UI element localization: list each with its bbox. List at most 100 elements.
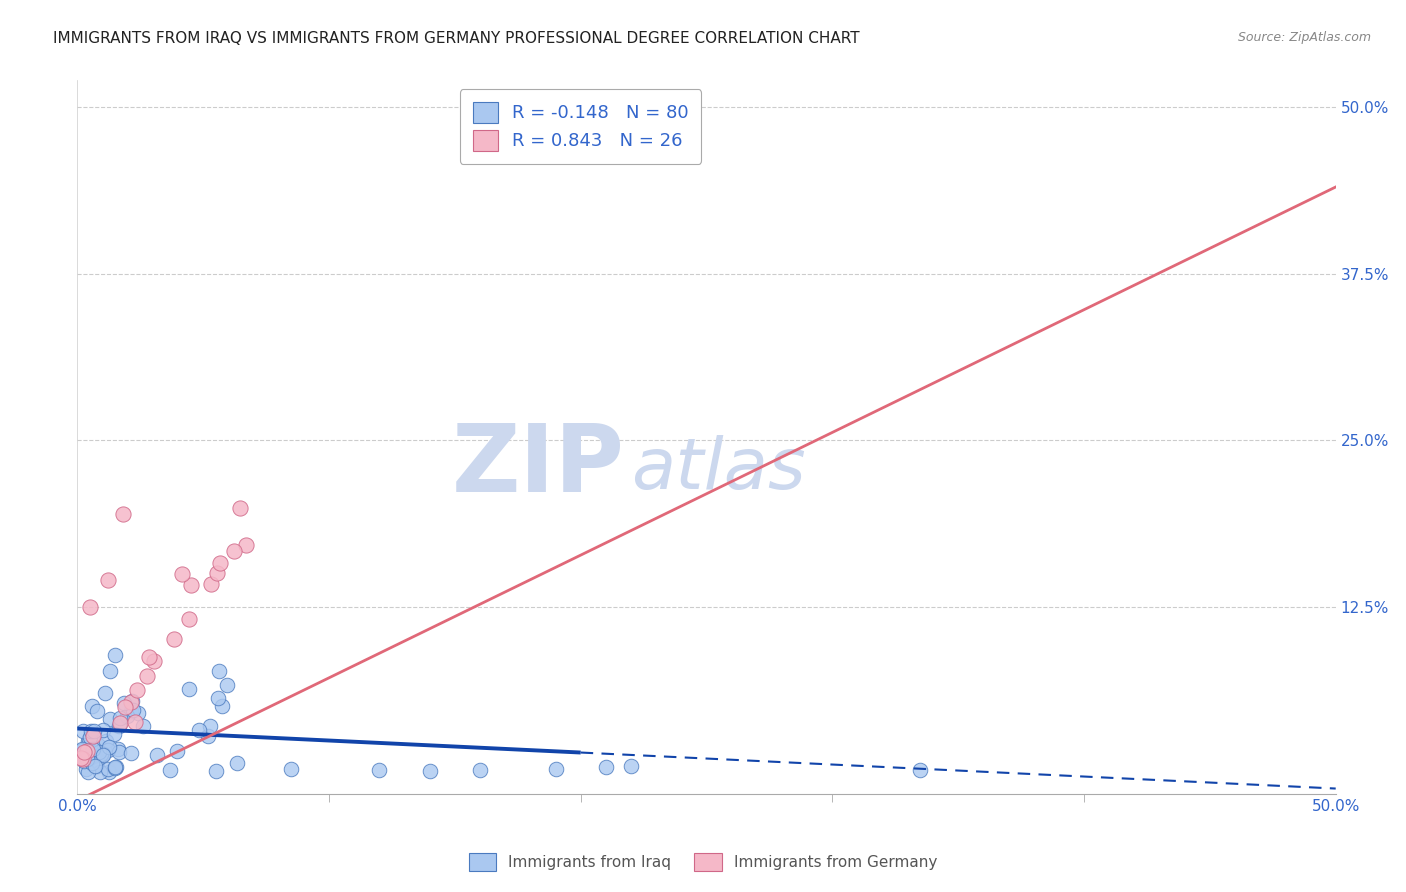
Point bbox=[84, 758, 107, 772]
Point bbox=[107, 742, 129, 756]
Point bbox=[91, 723, 114, 737]
Point bbox=[104, 761, 127, 775]
Point bbox=[209, 556, 232, 570]
Text: IMMIGRANTS FROM IRAQ VS IMMIGRANTS FROM GERMANY PROFESSIONAL DEGREE CORRELATION : IMMIGRANTS FROM IRAQ VS IMMIGRANTS FROM … bbox=[53, 31, 860, 46]
Point bbox=[200, 577, 222, 591]
Point bbox=[80, 724, 103, 739]
Point bbox=[180, 578, 202, 592]
Text: Source: ZipAtlas.com: Source: ZipAtlas.com bbox=[1237, 31, 1371, 45]
Point bbox=[222, 544, 245, 558]
Point bbox=[121, 694, 143, 708]
Point bbox=[200, 719, 222, 733]
Point bbox=[120, 694, 142, 708]
Point bbox=[72, 752, 94, 766]
Point bbox=[72, 724, 94, 739]
Point bbox=[76, 751, 98, 765]
Point bbox=[115, 709, 138, 723]
Point bbox=[620, 759, 643, 773]
Point bbox=[170, 567, 193, 582]
Point bbox=[79, 730, 101, 744]
Point bbox=[204, 764, 226, 779]
Point bbox=[83, 747, 105, 762]
Point bbox=[107, 745, 129, 759]
Point bbox=[77, 734, 100, 748]
Point bbox=[91, 747, 114, 762]
Point bbox=[94, 686, 117, 700]
Point bbox=[132, 719, 155, 733]
Point bbox=[125, 683, 148, 698]
Point bbox=[91, 748, 114, 763]
Point bbox=[98, 712, 121, 726]
Point bbox=[96, 574, 118, 588]
Point bbox=[75, 745, 97, 759]
Point bbox=[163, 632, 186, 646]
Point bbox=[70, 747, 93, 762]
Point bbox=[82, 728, 104, 742]
Point bbox=[138, 650, 160, 665]
Point bbox=[83, 723, 105, 738]
Point bbox=[70, 743, 93, 757]
Point bbox=[108, 711, 131, 725]
Point bbox=[124, 714, 146, 729]
Point bbox=[595, 760, 617, 774]
Point bbox=[104, 760, 127, 774]
Point bbox=[111, 507, 134, 521]
Point bbox=[544, 762, 567, 776]
Point bbox=[97, 742, 120, 756]
Point bbox=[159, 763, 181, 777]
Point bbox=[73, 755, 96, 769]
Point bbox=[112, 696, 135, 710]
Point bbox=[86, 759, 108, 773]
Point bbox=[136, 668, 159, 682]
Point bbox=[127, 706, 149, 720]
Point bbox=[208, 664, 231, 678]
Point bbox=[98, 664, 121, 678]
Point bbox=[122, 703, 145, 717]
Point bbox=[79, 732, 101, 747]
Point bbox=[226, 756, 249, 771]
Point bbox=[72, 742, 94, 756]
Point bbox=[197, 729, 219, 743]
Point bbox=[211, 699, 233, 714]
Point bbox=[75, 762, 97, 776]
Point bbox=[94, 734, 117, 748]
Text: ZIP: ZIP bbox=[451, 419, 624, 512]
Point bbox=[97, 764, 120, 779]
Point bbox=[166, 744, 188, 758]
Point bbox=[80, 756, 103, 771]
Point bbox=[103, 727, 125, 741]
Point bbox=[79, 600, 101, 615]
Point bbox=[187, 723, 209, 737]
Point bbox=[69, 751, 91, 765]
Point bbox=[280, 762, 302, 776]
Point bbox=[419, 764, 441, 779]
Point bbox=[217, 678, 239, 692]
Legend: R = -0.148   N = 80, R = 0.843   N = 26: R = -0.148 N = 80, R = 0.843 N = 26 bbox=[460, 89, 702, 163]
Point bbox=[87, 738, 110, 752]
Point bbox=[87, 745, 110, 759]
Point bbox=[72, 745, 94, 759]
Point bbox=[120, 746, 142, 760]
Point bbox=[76, 744, 98, 758]
Point bbox=[97, 763, 120, 777]
Point bbox=[143, 654, 166, 668]
Point bbox=[104, 648, 127, 662]
Point bbox=[108, 715, 131, 730]
Point bbox=[82, 749, 104, 764]
Point bbox=[177, 612, 200, 626]
Point bbox=[97, 740, 120, 755]
Point bbox=[228, 500, 250, 515]
Point bbox=[89, 765, 111, 780]
Point bbox=[77, 765, 100, 780]
Point bbox=[86, 747, 108, 762]
Point bbox=[179, 681, 201, 696]
Point bbox=[82, 699, 104, 714]
Point bbox=[86, 704, 108, 718]
Point bbox=[73, 749, 96, 764]
Point bbox=[207, 690, 229, 705]
Point bbox=[468, 763, 491, 777]
Point bbox=[368, 763, 391, 777]
Point bbox=[120, 704, 142, 718]
Point bbox=[108, 719, 131, 733]
Point bbox=[77, 751, 100, 765]
